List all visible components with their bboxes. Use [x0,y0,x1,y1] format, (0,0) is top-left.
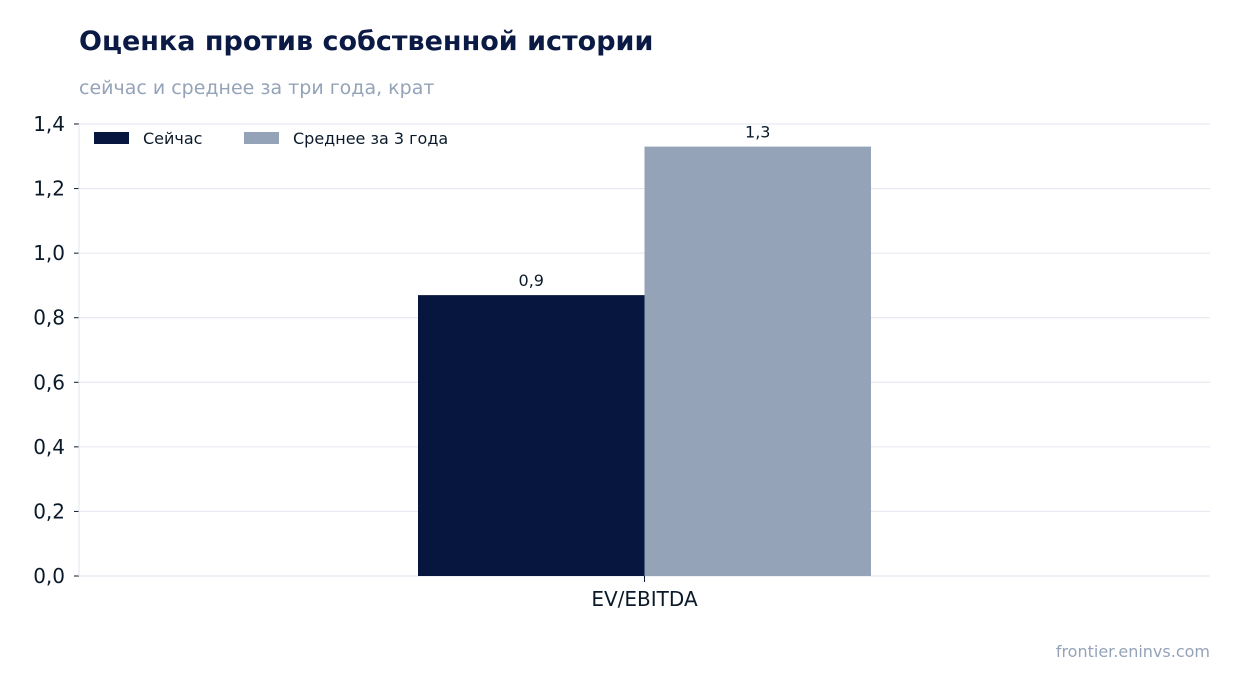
chart-subtitle: сейчас и среднее за три года, крат [79,77,435,99]
chart-title: Оценка против собственной истории [79,26,654,57]
data-label: 1,3 [745,123,770,142]
ytick-label: 0,4 [33,435,65,459]
legend-label: Среднее за 3 года [293,129,448,148]
ytick-label: 0,0 [33,564,65,588]
legend-swatch [244,132,279,144]
ytick-label: 1,2 [33,177,65,201]
bar-average [644,146,871,576]
ytick-label: 0,2 [33,499,65,523]
legend-label: Сейчас [143,129,202,148]
data-label: 0,9 [519,271,544,290]
xtick-label: EV/EBITDA [591,587,698,611]
ytick-label: 0,8 [33,306,65,330]
ytick-label: 1,4 [33,112,65,136]
legend-swatch [94,132,129,144]
ytick-label: 0,6 [33,370,65,394]
source-link[interactable]: frontier.eninvs.com [1055,642,1210,661]
bar-current [418,295,645,576]
ytick-label: 1,0 [33,241,65,265]
